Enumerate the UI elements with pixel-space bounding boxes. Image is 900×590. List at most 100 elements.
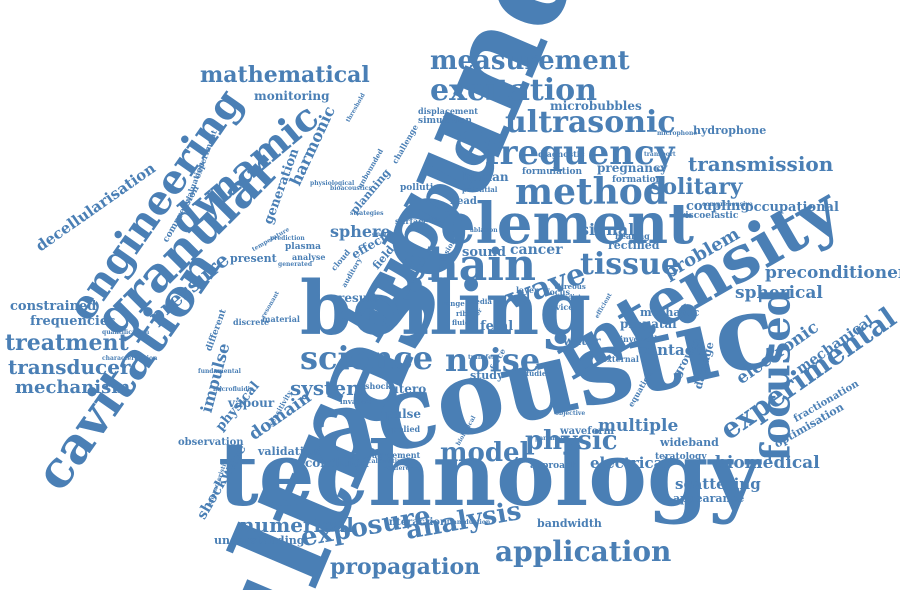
word-transduction: transduction — [447, 519, 491, 526]
word-predict: predict — [557, 294, 582, 301]
word-comprehensive: comprehensive — [702, 201, 753, 208]
word-transmission: transmission — [688, 152, 834, 176]
word-occupational: occupational — [745, 200, 839, 215]
word-transfer: transfer — [468, 354, 496, 361]
word-microbubbles: microbubbles — [550, 99, 642, 113]
word-vapour: vapour — [228, 396, 275, 410]
word-measurement: measurement — [430, 46, 630, 76]
word-viscoelastic: viscoelastic — [680, 211, 739, 221]
word-pollution: pollution — [400, 183, 446, 193]
word-element: element — [440, 191, 694, 257]
word-media: media — [468, 297, 492, 306]
word-excitation: excitation — [430, 73, 598, 108]
word-noise: noise — [445, 341, 541, 379]
word-preconditioner: preconditioner — [765, 263, 900, 283]
word-rectified: rectified — [608, 239, 660, 252]
word-tissue: tissue — [580, 247, 680, 282]
word-present: present — [230, 252, 277, 265]
word-generated: generated — [278, 261, 313, 268]
word-involved: involved — [620, 334, 658, 344]
word-strategies: strategies — [350, 210, 384, 217]
word-energy: energy — [372, 231, 395, 238]
word-sound: sound — [462, 245, 506, 260]
word-method: method — [515, 171, 668, 213]
word-system: system — [290, 376, 368, 400]
word-solitary: solitary — [650, 174, 743, 200]
word-diagnostic: diagnostic — [538, 149, 585, 159]
word-appearance: appearance — [673, 492, 745, 505]
word-potential: potential — [462, 185, 498, 194]
word-analyse: analyse — [292, 252, 326, 262]
word-scattering: scattering — [675, 475, 761, 493]
word-layer: layer — [516, 285, 539, 295]
word-parameter: parameter — [535, 435, 571, 442]
word-signal: signal — [580, 220, 635, 239]
word-simulation: simulation — [418, 116, 472, 126]
word-biomedical: biomedical — [715, 453, 820, 473]
word-prediction: prediction — [270, 235, 305, 242]
word-water: water — [563, 334, 601, 348]
word-applied: applied — [387, 424, 421, 434]
word-waveform: waveform — [560, 426, 615, 437]
word-microphone: microphone — [657, 130, 698, 137]
word-characterisation: characterisation — [102, 355, 158, 362]
word-mechanism: mechanism — [15, 377, 131, 398]
word-observation: observation — [178, 437, 244, 448]
word-agreement: agreement — [372, 450, 421, 460]
word-pulse: pulse — [385, 407, 422, 421]
word-application: application — [495, 535, 672, 568]
word-study: study — [470, 369, 504, 382]
word-sphere: sphere — [330, 222, 391, 241]
word-hearing: hearing — [615, 231, 650, 241]
word-science: science — [300, 339, 434, 377]
word-technology: technology — [218, 422, 760, 526]
word-microfluidic: microfluidic — [213, 386, 254, 393]
word-understanding: understanding — [214, 534, 305, 547]
word-human: human — [462, 170, 509, 184]
word-formation: formation — [612, 175, 663, 185]
word-utero: utero — [390, 382, 427, 396]
word-prenatal: prenatal — [620, 317, 677, 331]
word-shock: shock — [365, 381, 392, 391]
word-ablation: ablation — [470, 227, 498, 234]
word-validation: validation — [258, 445, 320, 458]
word-objective: objective — [555, 410, 586, 417]
word-bandwidth: bandwidth — [537, 517, 602, 530]
word-fluid: fluid — [452, 318, 470, 327]
word-device: device — [545, 302, 574, 312]
word-calculating: calculating — [368, 458, 406, 465]
word-pregnancy: pregnancy — [597, 161, 668, 175]
word-hydrophone: hydrophone — [693, 124, 767, 137]
word-discrete: discrete — [233, 317, 270, 327]
word-spherical: spherical — [735, 283, 823, 303]
word-ultrasonic: ultrasonic — [505, 105, 676, 140]
word-formulation: formulation — [522, 167, 583, 177]
word-teratology: teratology — [655, 452, 707, 462]
word-external: external — [602, 354, 639, 364]
word-contact: contact — [638, 341, 701, 359]
word-electrical: electrical — [590, 454, 669, 472]
word-rib: rib — [456, 309, 468, 318]
word-transport: transport — [644, 151, 676, 158]
word-surface: surface — [395, 216, 429, 226]
word-wideband: wideband — [660, 436, 719, 449]
word-boiling: boiling — [300, 266, 591, 352]
word-fundamental: fundamental — [198, 368, 241, 375]
word-physiological: physiological — [310, 180, 355, 187]
word-material: material — [262, 314, 300, 324]
word-focus: focus — [546, 287, 570, 297]
word-result: result — [338, 291, 378, 305]
word-invasive: invasive — [340, 397, 372, 406]
word-mathematical: mathematical — [200, 62, 370, 88]
word-range: range — [442, 299, 465, 308]
word-quantification: quantification — [102, 329, 150, 336]
word-frequency: frequency — [485, 133, 675, 173]
word-numerical: numerical — [240, 513, 354, 537]
word-condition: condition — [305, 456, 369, 470]
word-conference: conference — [384, 465, 422, 472]
word-treatment: treatment — [5, 330, 129, 356]
word-plasma: plasma — [285, 242, 321, 252]
word-interaction: interaction — [385, 517, 448, 528]
word-vitreous: vitreous — [554, 282, 586, 291]
word-monitoring: monitoring — [254, 89, 330, 103]
